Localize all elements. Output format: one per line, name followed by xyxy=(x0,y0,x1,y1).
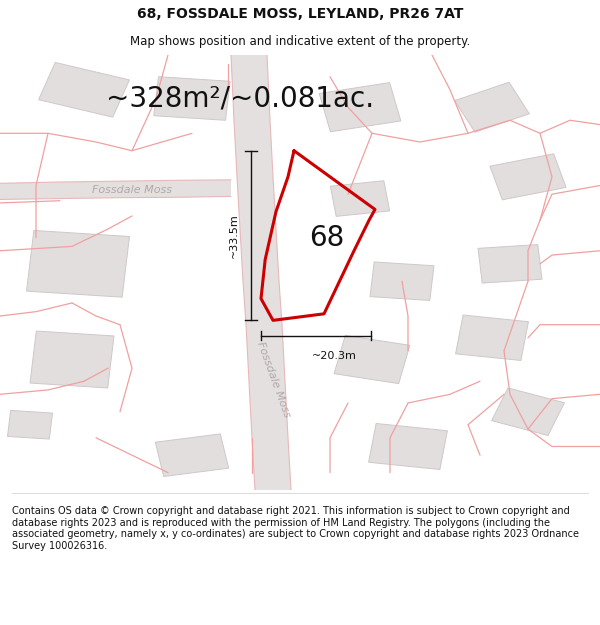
Polygon shape xyxy=(491,388,565,436)
Text: ~20.3m: ~20.3m xyxy=(311,351,356,361)
Polygon shape xyxy=(331,181,389,216)
Polygon shape xyxy=(319,82,401,132)
Polygon shape xyxy=(155,434,229,476)
Polygon shape xyxy=(490,154,566,200)
Polygon shape xyxy=(334,336,410,384)
Text: 68: 68 xyxy=(310,224,344,252)
Polygon shape xyxy=(26,231,130,297)
Text: Fossdale Moss: Fossdale Moss xyxy=(92,185,172,195)
Polygon shape xyxy=(8,411,52,439)
Polygon shape xyxy=(368,424,448,469)
Polygon shape xyxy=(30,331,114,388)
Text: ~33.5m: ~33.5m xyxy=(229,213,239,258)
Text: 68, FOSSDALE MOSS, LEYLAND, PR26 7AT: 68, FOSSDALE MOSS, LEYLAND, PR26 7AT xyxy=(137,7,463,21)
Polygon shape xyxy=(0,180,231,199)
Polygon shape xyxy=(231,55,291,490)
Polygon shape xyxy=(370,262,434,301)
Polygon shape xyxy=(455,315,529,361)
Polygon shape xyxy=(455,82,529,132)
Polygon shape xyxy=(478,244,542,283)
Polygon shape xyxy=(38,62,130,117)
Text: Fossdale Moss: Fossdale Moss xyxy=(254,340,292,418)
Text: Map shows position and indicative extent of the property.: Map shows position and indicative extent… xyxy=(130,35,470,48)
Text: Contains OS data © Crown copyright and database right 2021. This information is : Contains OS data © Crown copyright and d… xyxy=(12,506,579,551)
Text: ~328m²/~0.081ac.: ~328m²/~0.081ac. xyxy=(106,84,374,112)
Polygon shape xyxy=(154,77,230,120)
